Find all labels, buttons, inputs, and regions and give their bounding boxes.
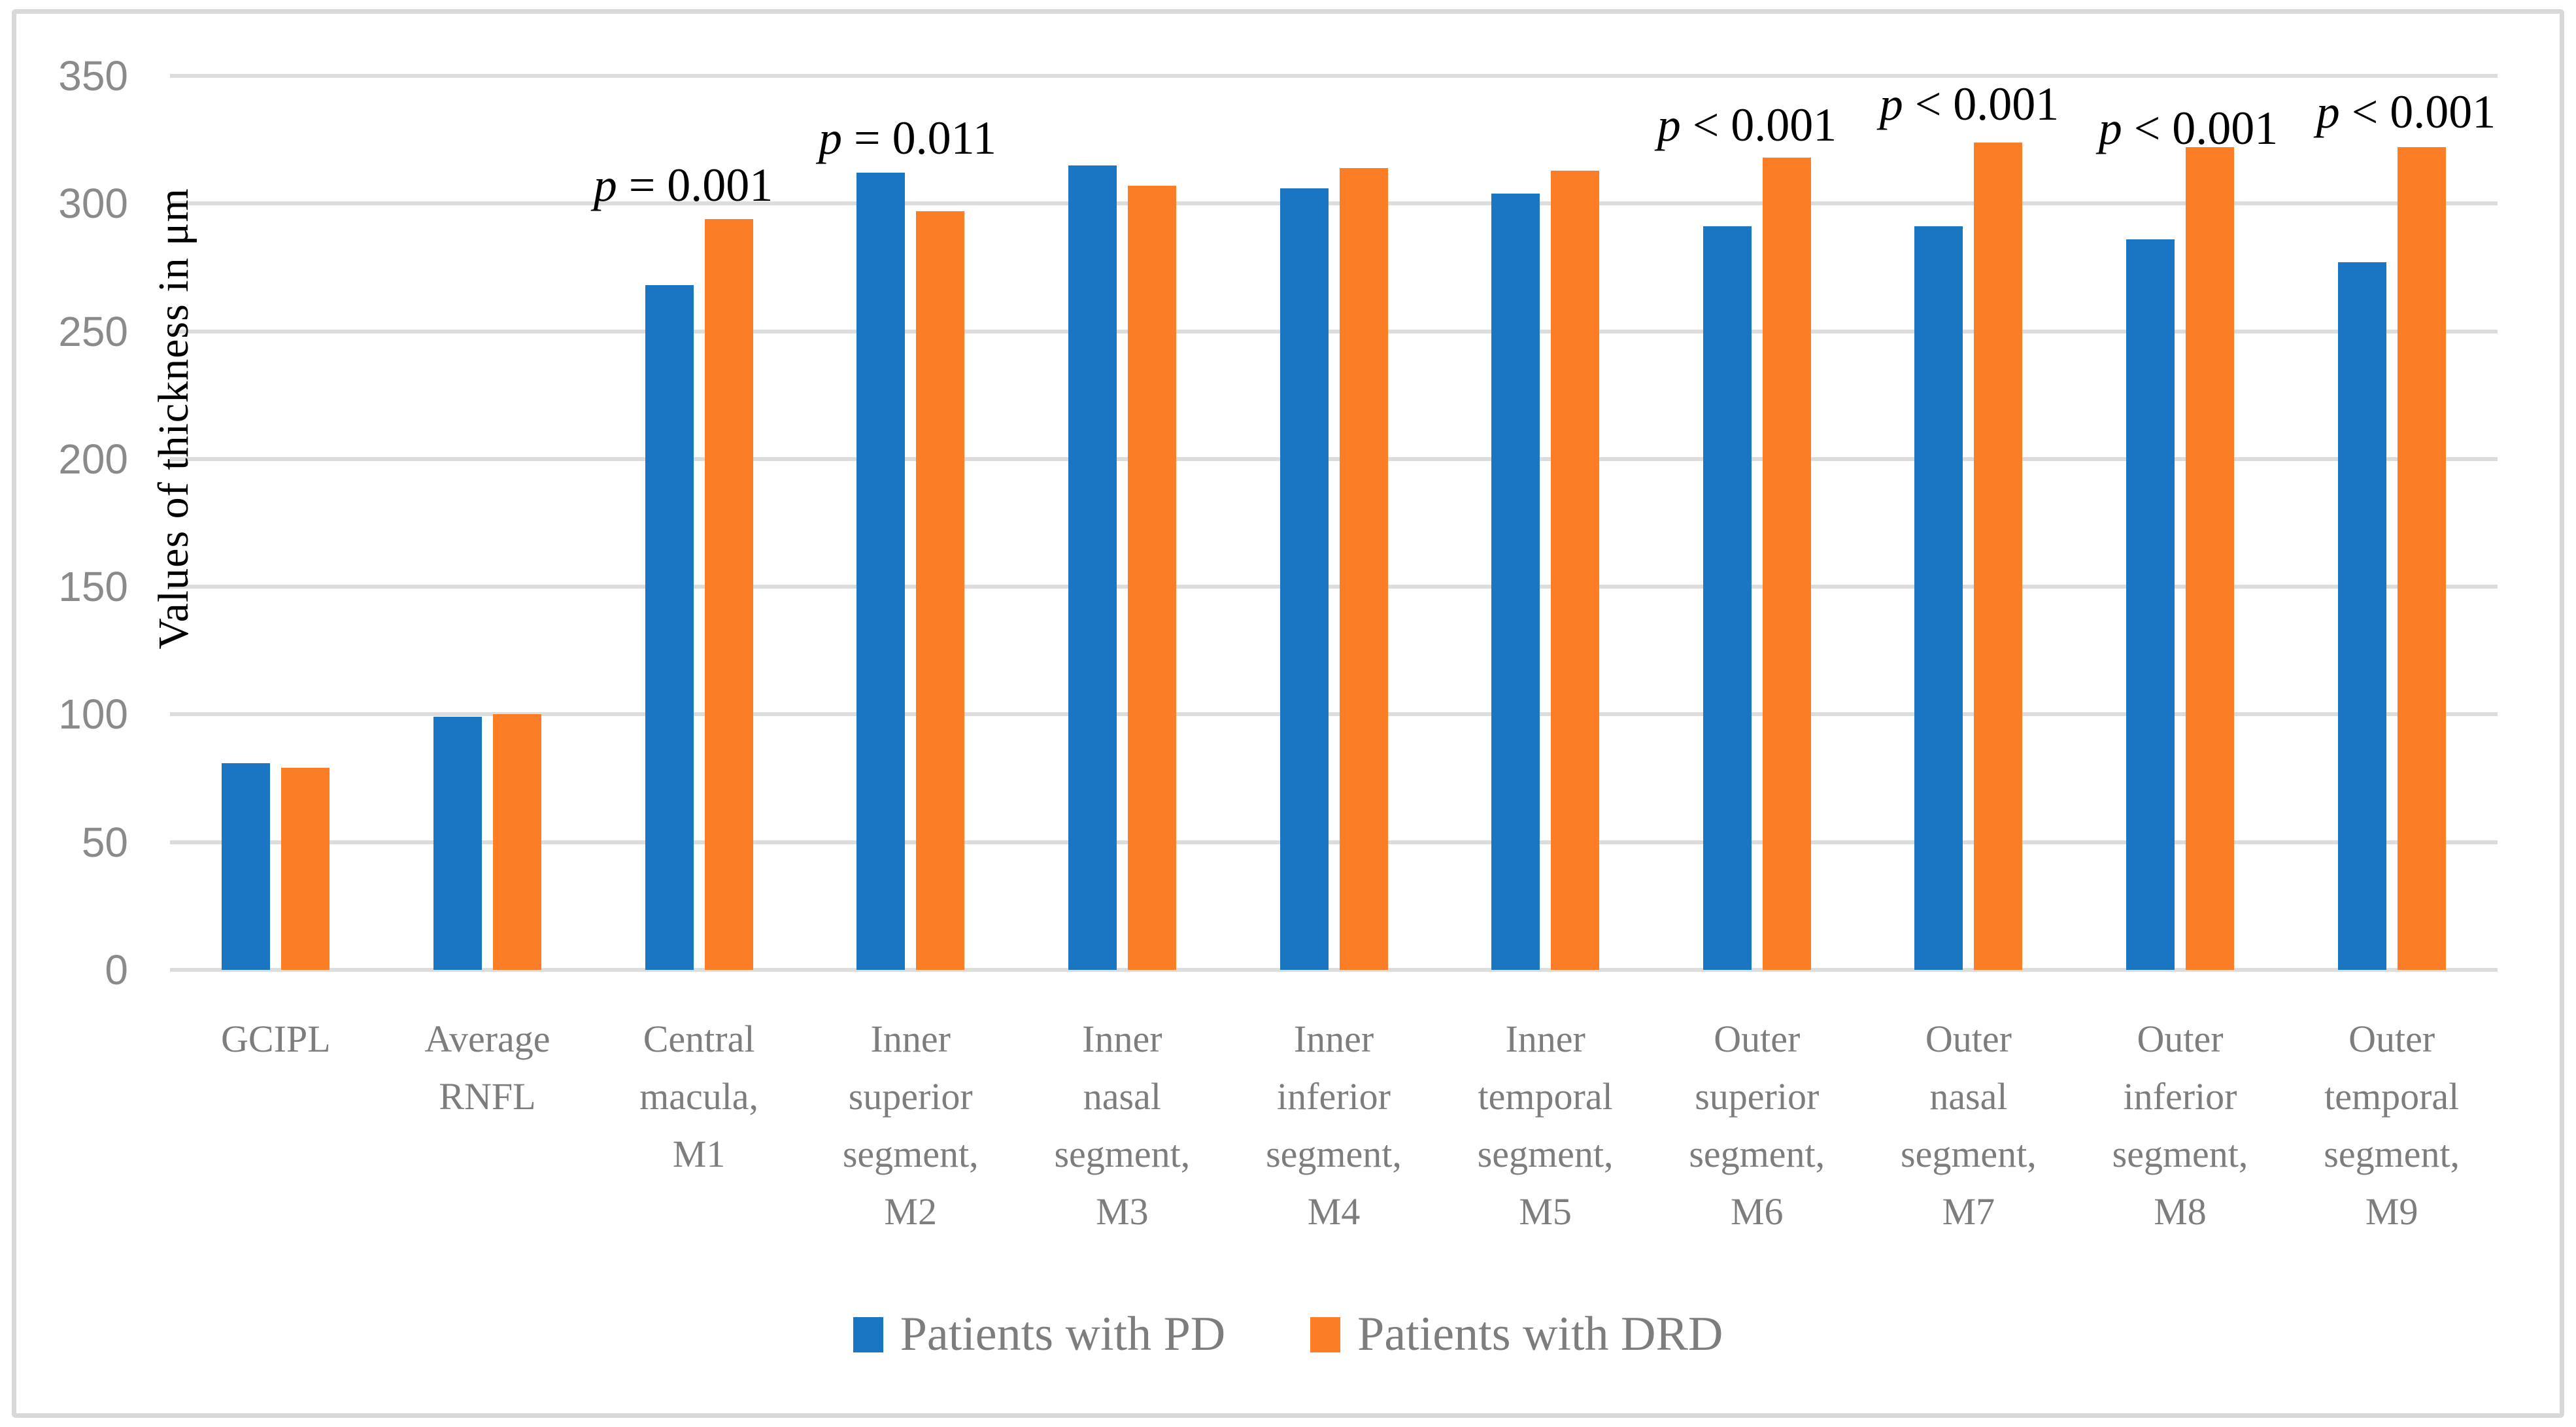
gridline-200 [170,456,2498,461]
y-tick-label-250: 250 [58,307,128,355]
bar-group-8 [1703,76,1811,970]
gridline-150 [170,585,2498,589]
category-label-3: Central macula, M1 [639,1018,759,1175]
bar-patients-with-drd-4 [916,211,965,970]
bar-patients-with-drd-1 [281,768,330,970]
legend-item-patients-with-pd: Patients with PD [853,1307,1225,1362]
p-value-annotation-category-10: p < 0.001 [2098,102,2279,154]
bar-patients-with-pd-11 [2337,262,2386,970]
bar-group-3 [645,76,753,970]
bar-patients-with-pd-6 [1280,188,1329,970]
p-value-annotation-category-8: p < 0.001 [1657,99,1837,151]
bar-patients-with-pd-5 [1068,165,1117,970]
bar-patients-with-drd-6 [1339,168,1388,970]
category-label-8: Outer superior segment, M6 [1689,1018,1825,1233]
gridline-350 [170,74,2498,78]
bar-group-1 [222,76,330,970]
bar-patients-with-pd-10 [2126,239,2175,970]
bar-patients-with-drd-11 [2397,147,2446,970]
y-tick-label-200: 200 [58,435,128,483]
p-value-annotation-category-4: p = 0.011 [819,112,996,164]
legend-swatch-patients-with-pd [853,1316,883,1352]
bar-patients-with-drd-2 [492,714,541,970]
y-tick-label-0: 0 [105,946,128,993]
bar-group-9 [1914,76,2023,970]
bar-group-2 [433,76,541,970]
gridline-300 [170,201,2498,206]
y-tick-label-350: 350 [58,52,128,99]
bar-patients-with-drd-10 [2186,147,2235,970]
gridline-0 [170,968,2498,972]
bar-group-6 [1280,76,1388,970]
category-label-7: Inner temporal segment, M5 [1477,1018,1614,1233]
gridline-250 [170,329,2498,334]
bar-patients-with-drd-9 [1974,143,2023,970]
bar-patients-with-pd-8 [1703,226,1752,970]
bar-patients-with-drd-3 [704,219,753,970]
bar-patients-with-pd-1 [222,763,271,970]
category-label-1: GCIPL [221,1018,331,1060]
p-value-annotation-category-11: p < 0.001 [2316,86,2496,138]
y-axis-title: Values of thickness in μm [150,188,197,649]
bar-group-5 [1068,76,1176,970]
bar-patients-with-drd-7 [1551,171,1600,970]
gridline-100 [170,712,2498,717]
bar-group-7 [1491,76,1600,970]
p-value-annotation-category-3: p = 0.001 [593,159,773,211]
bar-patients-with-drd-5 [1127,186,1176,970]
legend-swatch-patients-with-drd [1310,1316,1341,1352]
category-label-10: Outer inferior segment, M8 [2112,1018,2248,1233]
legend-item-patients-with-drd: Patients with DRD [1310,1307,1723,1362]
bar-patients-with-drd-8 [1762,158,1811,970]
bar-group-10 [2126,76,2235,970]
p-value-annotation-category-9: p < 0.001 [1879,78,2059,130]
legend-label-patients-with-drd: Patients with DRD [1357,1307,1723,1361]
bar-patients-with-pd-7 [1491,194,1540,970]
legend-label-patients-with-pd: Patients with PD [900,1307,1226,1361]
category-label-5: Inner nasal segment, M3 [1054,1018,1191,1233]
category-label-11: Outer temporal segment, M9 [2324,1018,2460,1233]
bar-group-11 [2337,76,2446,970]
y-tick-label-100: 100 [58,691,128,738]
y-tick-label-150: 150 [58,563,128,611]
category-label-2: Average RNFL [424,1018,551,1118]
y-tick-label-50: 50 [81,818,128,866]
bar-patients-with-pd-2 [433,717,482,970]
category-label-4: Inner superior segment, M2 [842,1018,979,1233]
bar-patients-with-pd-3 [645,285,694,970]
legend: Patients with PD Patients with DRD [0,1307,2576,1362]
category-label-6: Inner inferior segment, M4 [1266,1018,1402,1233]
category-label-9: Outer nasal segment, M7 [1901,1018,2037,1233]
bar-patients-with-pd-4 [856,173,906,970]
bar-patients-with-pd-9 [1914,226,1963,970]
y-tick-label-300: 300 [58,180,128,228]
bar-group-4 [856,76,965,970]
gridline-50 [170,840,2498,844]
